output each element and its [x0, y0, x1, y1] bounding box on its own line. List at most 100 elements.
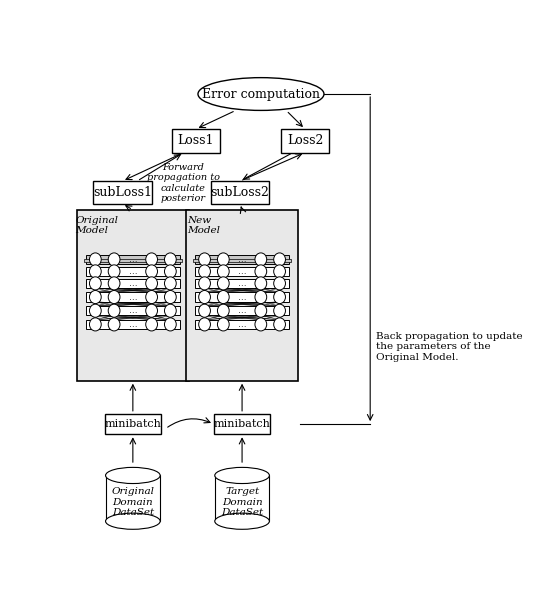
Circle shape — [274, 318, 286, 331]
Circle shape — [217, 265, 229, 278]
Circle shape — [89, 318, 101, 331]
Text: ...: ... — [128, 306, 137, 315]
Circle shape — [199, 291, 210, 303]
FancyBboxPatch shape — [195, 320, 289, 329]
FancyBboxPatch shape — [215, 475, 269, 521]
Circle shape — [255, 304, 267, 317]
Circle shape — [255, 265, 267, 278]
Circle shape — [108, 265, 120, 278]
Ellipse shape — [106, 513, 160, 530]
Circle shape — [89, 253, 101, 266]
Circle shape — [108, 304, 120, 317]
FancyBboxPatch shape — [77, 210, 189, 381]
Circle shape — [146, 277, 158, 290]
FancyBboxPatch shape — [172, 129, 220, 153]
Text: Back propagation to update
the parameters of the
Original Model.: Back propagation to update the parameter… — [377, 332, 523, 362]
Text: New
Model: New Model — [188, 216, 221, 235]
Text: ...: ... — [238, 267, 247, 276]
FancyBboxPatch shape — [210, 181, 269, 204]
FancyBboxPatch shape — [105, 414, 161, 434]
Circle shape — [217, 253, 229, 266]
Circle shape — [108, 253, 120, 266]
Circle shape — [164, 253, 176, 266]
FancyBboxPatch shape — [195, 292, 289, 302]
Text: ...: ... — [238, 320, 247, 329]
FancyBboxPatch shape — [195, 306, 289, 316]
Circle shape — [199, 277, 210, 290]
FancyBboxPatch shape — [86, 320, 179, 329]
FancyBboxPatch shape — [86, 255, 179, 264]
FancyBboxPatch shape — [195, 255, 289, 264]
Circle shape — [274, 265, 286, 278]
Circle shape — [164, 265, 176, 278]
FancyBboxPatch shape — [195, 278, 289, 288]
Text: Original
Model: Original Model — [75, 216, 118, 235]
Circle shape — [255, 318, 267, 331]
Circle shape — [108, 291, 120, 303]
Circle shape — [146, 318, 158, 331]
Circle shape — [146, 253, 158, 266]
Text: ...: ... — [128, 279, 137, 288]
Circle shape — [108, 277, 120, 290]
Text: Loss2: Loss2 — [287, 134, 323, 147]
Text: Target
Domain
DataSet: Target Domain DataSet — [221, 488, 263, 517]
FancyBboxPatch shape — [186, 210, 298, 381]
Circle shape — [217, 291, 229, 303]
Circle shape — [217, 318, 229, 331]
Circle shape — [146, 304, 158, 317]
Text: Loss1: Loss1 — [178, 134, 214, 147]
Circle shape — [255, 253, 267, 266]
FancyBboxPatch shape — [86, 267, 179, 276]
Text: ...: ... — [128, 267, 137, 276]
Circle shape — [217, 277, 229, 290]
Circle shape — [199, 318, 210, 331]
FancyBboxPatch shape — [214, 414, 270, 434]
Circle shape — [89, 265, 101, 278]
Text: Error computation: Error computation — [202, 88, 320, 100]
FancyBboxPatch shape — [195, 267, 289, 276]
Text: ...: ... — [128, 320, 137, 329]
FancyBboxPatch shape — [281, 129, 329, 153]
Circle shape — [89, 277, 101, 290]
FancyBboxPatch shape — [86, 278, 179, 288]
Circle shape — [89, 291, 101, 303]
Circle shape — [274, 291, 286, 303]
Text: subLoss2: subLoss2 — [210, 186, 269, 199]
Text: ...: ... — [128, 292, 137, 302]
Text: minibatch: minibatch — [214, 419, 270, 429]
Circle shape — [274, 277, 286, 290]
Circle shape — [108, 318, 120, 331]
Text: ...: ... — [238, 255, 247, 264]
Circle shape — [274, 253, 286, 266]
Circle shape — [199, 304, 210, 317]
FancyBboxPatch shape — [193, 260, 291, 262]
Circle shape — [274, 304, 286, 317]
Circle shape — [89, 304, 101, 317]
Ellipse shape — [106, 468, 160, 483]
Ellipse shape — [198, 78, 324, 111]
Ellipse shape — [215, 513, 269, 530]
Circle shape — [146, 265, 158, 278]
Ellipse shape — [215, 468, 269, 483]
Text: ...: ... — [238, 279, 247, 288]
Circle shape — [164, 304, 176, 317]
Text: subLoss1: subLoss1 — [93, 186, 152, 199]
Circle shape — [217, 304, 229, 317]
Circle shape — [164, 318, 176, 331]
FancyBboxPatch shape — [86, 306, 179, 316]
Text: Forward
propagation to
calculate
posterior: Forward propagation to calculate posteri… — [147, 163, 220, 203]
Circle shape — [164, 277, 176, 290]
FancyBboxPatch shape — [84, 260, 182, 262]
FancyBboxPatch shape — [106, 475, 160, 521]
Text: Original
Domain
DataSet: Original Domain DataSet — [111, 488, 154, 517]
Text: ...: ... — [238, 306, 247, 315]
Circle shape — [199, 265, 210, 278]
Circle shape — [199, 253, 210, 266]
Text: minibatch: minibatch — [105, 419, 162, 429]
FancyBboxPatch shape — [86, 292, 179, 302]
Circle shape — [164, 291, 176, 303]
Circle shape — [255, 277, 267, 290]
FancyBboxPatch shape — [93, 181, 152, 204]
Circle shape — [255, 291, 267, 303]
Text: ...: ... — [238, 292, 247, 302]
